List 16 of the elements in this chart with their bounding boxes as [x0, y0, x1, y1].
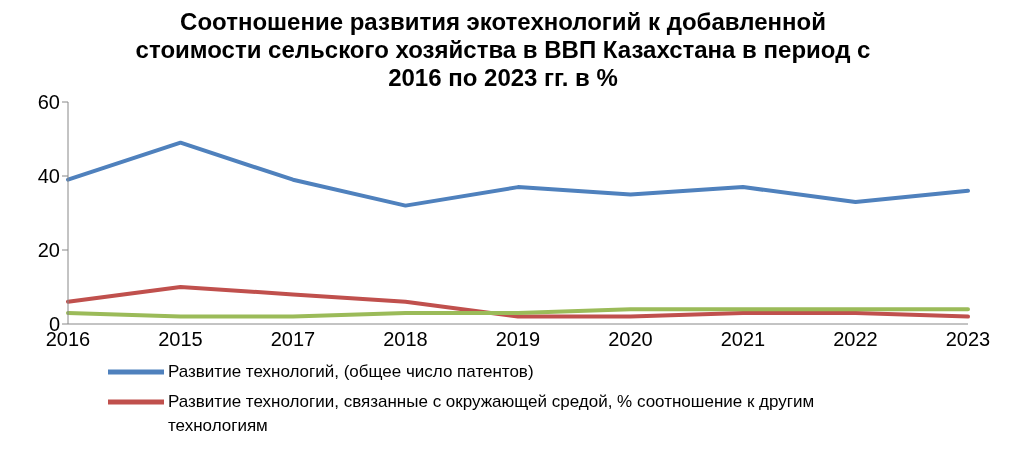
x-tick-label: 2018 — [383, 328, 428, 351]
y-tick-label: 60 — [37, 91, 60, 114]
line-series — [66, 285, 970, 319]
x-tick-label: 2021 — [720, 328, 766, 351]
y-tick-label: 20 — [37, 239, 60, 262]
x-tick-label: 2023 — [945, 328, 991, 351]
x-tick-label: 2019 — [495, 328, 541, 351]
line-series — [66, 140, 970, 208]
legend-label: Развитие технологии, связанные с окружающей средой, % соотношение к другим технологиям — [168, 391, 816, 437]
chart-title: Соотношение развития экотехнологий к добавленной стоимости сельского хозяйства в ВВП Казахстана в период с 2016 по 2023 гг. в % — [134, 8, 872, 92]
x-tick-label: 2022 — [833, 328, 878, 351]
y-tick-label: 40 — [37, 165, 60, 188]
legend-label: Развитие технологий, (общее число патентов) — [168, 361, 534, 383]
x-tick-label: 2015 — [158, 328, 203, 351]
x-tick-label: 2017 — [270, 328, 316, 351]
x-tick-label: 2020 — [608, 328, 653, 351]
